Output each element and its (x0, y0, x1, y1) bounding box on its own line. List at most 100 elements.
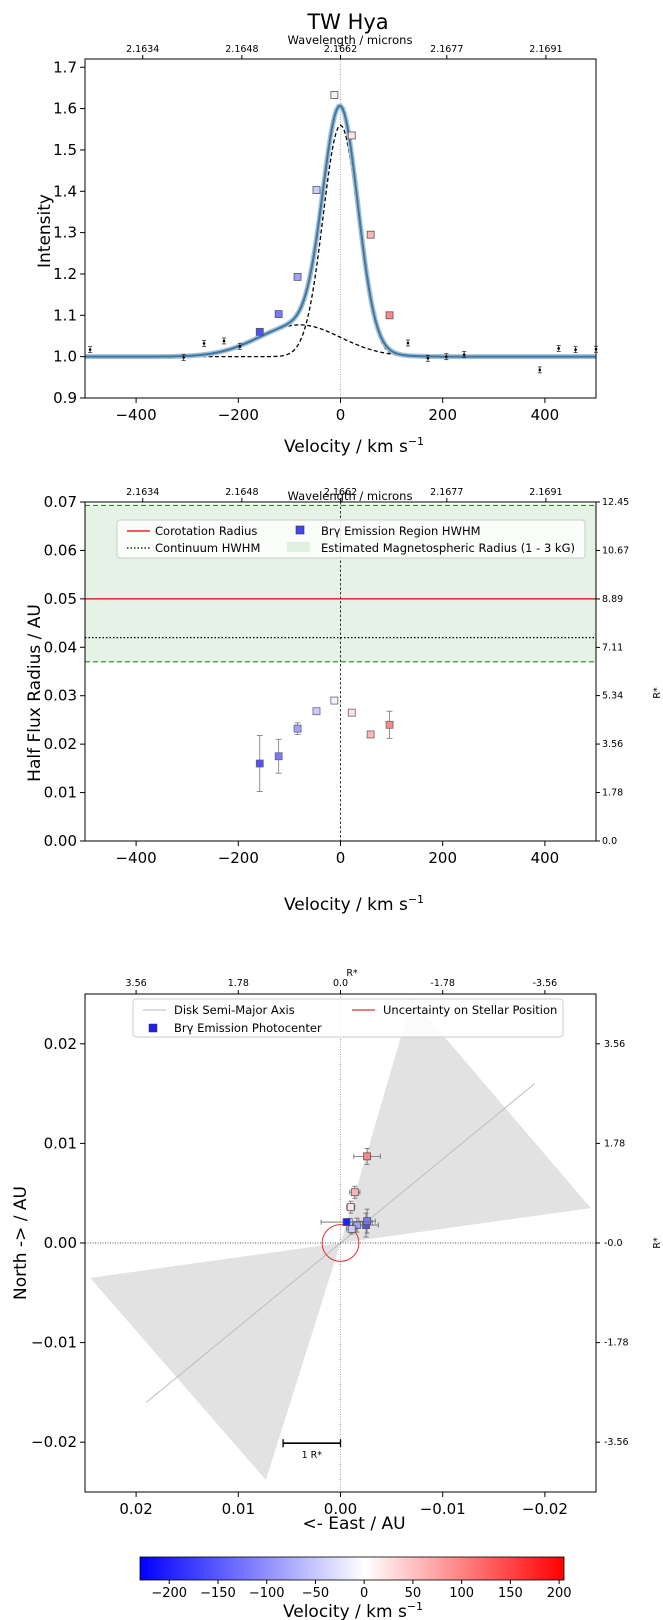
colorbar-tick-label: −150 (200, 1586, 236, 1601)
top-axis-label: R* (346, 968, 358, 979)
stellar-position-uncertainty (321, 1224, 360, 1262)
right-tick-label: 3.56 (602, 739, 623, 750)
spectral-channel-marker (274, 310, 283, 318)
right-tick-label: 1.78 (604, 1138, 625, 1149)
colorbar-tick-label: 100 (449, 1586, 474, 1601)
y-tick-label: 0.06 (44, 541, 77, 559)
x-tick-label: −200 (218, 406, 259, 424)
scale-bar-label: 1 R* (302, 1450, 323, 1461)
legend: Disk Semi-Major Axis Uncertainty on Stell… (132, 998, 564, 1038)
legend-swatch-magnetosphere (287, 542, 310, 552)
y-tick-label: 0.02 (44, 1035, 77, 1053)
x-tick-label: −0.01 (420, 1500, 466, 1518)
chart-title: TW Hya (306, 10, 388, 34)
spectral-channel-marker (347, 131, 356, 140)
y-tick-label: 1.0 (53, 348, 77, 366)
top-tick-label: 2.1648 (225, 487, 258, 498)
right-tick-label: 5.34 (602, 691, 623, 702)
y-tick-label: 1.6 (53, 100, 77, 118)
right-tick-label: -3.56 (604, 1437, 629, 1448)
x-tick-label: 400 (531, 406, 560, 424)
y-tick-label: 0.9 (53, 389, 77, 407)
top-tick-label: -3.56 (533, 978, 558, 989)
photometry-point (426, 357, 430, 360)
y-tick-label: 1.5 (53, 141, 77, 159)
y-tick-label: 0.04 (44, 638, 77, 656)
y-tick-label: 0.01 (44, 1134, 77, 1152)
y-tick-label: 0.03 (44, 687, 77, 705)
photometry-point (88, 348, 92, 351)
right-tick-label: 3.56 (604, 1039, 625, 1050)
top-tick-label: 3.56 (126, 978, 147, 989)
colorbar-label: Velocity / km s−1 (283, 1600, 423, 1620)
y-axis-label: Intensity (35, 194, 55, 268)
spectrum-panel: TW Hya Wavelength / microns Velocity / k… (35, 10, 598, 457)
photocenter-marker (346, 1203, 355, 1212)
hwhm-marker (330, 696, 339, 705)
legend-label-magnetosphere: Estimated Magnetospheric Radius (1 - 3 k… (321, 541, 575, 555)
top-tick-label: 2.1648 (225, 44, 258, 55)
y-tick-label: 0.00 (44, 832, 77, 850)
top-axis-label: Wavelength / microns (288, 489, 413, 503)
x-tick-label: 200 (428, 406, 457, 424)
photocenter-marker (347, 1225, 356, 1233)
hwhm-marker (385, 720, 394, 729)
legend-label-corotation: Corotation Radius (155, 524, 257, 538)
colorbar-tick-label: 0 (360, 1586, 368, 1601)
colorbar: Velocity / km s−1 −200 −150 −100 −50 0 50 100 1… (139, 1556, 572, 1620)
y-tick-label: 1.2 (53, 265, 77, 283)
hwhm-marker (293, 724, 302, 733)
x-tick-label: 400 (531, 849, 560, 867)
photocenter-marker (363, 1217, 371, 1225)
spectral-channel-marker (293, 272, 302, 281)
top-tick-label: 2.1691 (529, 44, 562, 55)
y-tick-label: 0.07 (44, 493, 77, 511)
right-tick-label: 8.89 (602, 594, 623, 605)
legend: Corotation Radius Continuum HWHM Brγ Emi… (116, 519, 586, 559)
photometry-point (444, 355, 448, 358)
x-tick-label: 0 (336, 849, 346, 867)
spectral-channel-marker (312, 186, 321, 194)
top-tick-label: 2.1677 (430, 44, 463, 55)
photometry-point (574, 348, 577, 351)
y-tick-label: 0.01 (44, 784, 77, 802)
x-tick-label: 0 (336, 406, 346, 424)
right-tick-label: 10.67 (602, 545, 629, 556)
x-tick-label: 200 (428, 849, 457, 867)
top-tick-label: 2.1662 (324, 44, 357, 55)
spectral-channel-marker (255, 327, 264, 336)
legend-label-disk-axis: Disk Semi-Major Axis (174, 1003, 295, 1017)
photometry-point (238, 345, 242, 348)
y-tick-label: 0.00 (44, 1234, 77, 1252)
right-axis-label: R* (652, 687, 663, 699)
legend-swatch-brg (295, 525, 305, 535)
colorbar-tick-label: 150 (498, 1586, 523, 1601)
colorbar-tick-label: 50 (405, 1586, 422, 1601)
right-tick-label: 12.45 (602, 497, 629, 508)
photocenter-panel: R* <- East / AU North -> / AU R* 1 R* Dis… (11, 968, 663, 1534)
photometry-point (222, 339, 226, 343)
hwhm-marker (274, 752, 283, 761)
photometry-point (557, 347, 560, 350)
spectral-channel-marker (366, 230, 375, 239)
photometry-point (462, 353, 466, 356)
top-tick-label: 2.1634 (126, 44, 159, 55)
y-tick-label: −0.01 (31, 1334, 77, 1352)
hwhm-marker (347, 708, 356, 717)
x-axis-label: Velocity / km s−1 (284, 435, 424, 457)
legend-label-continuum: Continuum HWHM (155, 541, 260, 555)
right-tick-label: 7.11 (602, 642, 623, 653)
radius-panel: Wavelength / microns Velocity / km s−1 H… (25, 487, 663, 915)
right-tick-label: 1.78 (602, 788, 623, 799)
legend-label-stellar-uncertainty: Uncertainty on Stellar Position (383, 1003, 557, 1017)
x-tick-label: 0.00 (324, 1500, 357, 1518)
photocenter-marker (350, 1188, 359, 1197)
photocenter-marker (363, 1152, 371, 1161)
hwhm-marker (366, 730, 375, 739)
top-axis-label: Wavelength / microns (288, 33, 413, 47)
colorbar-tick-label: 200 (547, 1586, 572, 1601)
x-tick-label: −400 (115, 849, 156, 867)
x-tick-label: −0.02 (522, 1500, 568, 1518)
right-axis-label: R* (652, 1237, 663, 1249)
spectral-channel-marker (385, 311, 394, 320)
